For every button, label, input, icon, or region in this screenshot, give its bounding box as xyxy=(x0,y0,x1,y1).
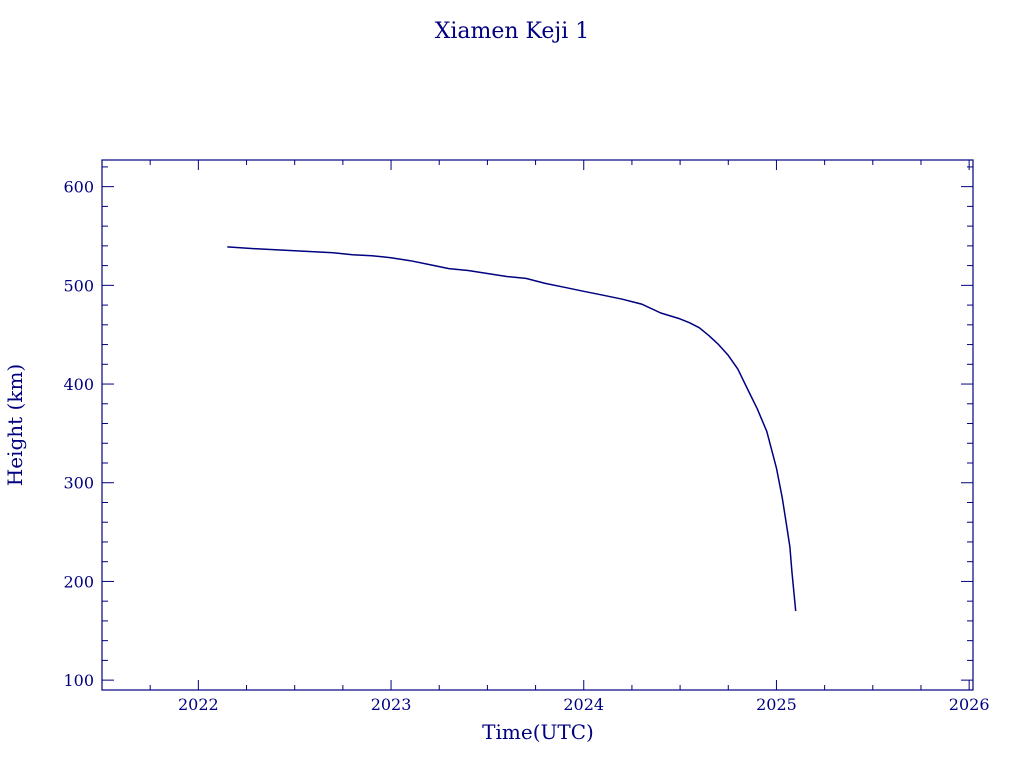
x-axis-tick-labels: 2022 2023 2024 2025 2026 xyxy=(178,695,990,714)
y-tick-label: 500 xyxy=(63,276,94,295)
y-tick-label: 100 xyxy=(63,671,94,690)
x-axis-ticks xyxy=(101,160,970,690)
y-tick-label: 300 xyxy=(63,474,94,493)
chart-title: Xiamen Keji 1 xyxy=(435,19,590,44)
y-tick-label: 200 xyxy=(63,572,94,591)
height-series-line xyxy=(227,246,797,612)
x-tick-label: 2023 xyxy=(371,695,412,714)
x-tick-label: 2022 xyxy=(178,695,219,714)
y-tick-label: 600 xyxy=(63,178,94,197)
y-axis-tick-labels: 100 200 300 400 500 600 xyxy=(63,178,94,690)
y-axis-label: Height (km) xyxy=(3,364,27,486)
plot-frame xyxy=(101,159,974,691)
x-tick-label: 2024 xyxy=(563,695,604,714)
x-tick-label: 2025 xyxy=(756,695,797,714)
y-axis-ticks xyxy=(102,166,973,681)
y-tick-label: 400 xyxy=(63,375,94,394)
x-axis-label: Time(UTC) xyxy=(482,720,594,744)
x-tick-label: 2026 xyxy=(949,695,990,714)
